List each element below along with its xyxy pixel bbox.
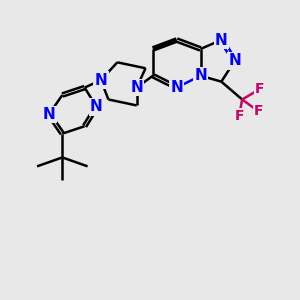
Text: N: N bbox=[215, 32, 228, 47]
Text: F: F bbox=[234, 109, 244, 123]
Text: N: N bbox=[94, 73, 107, 88]
Text: N: N bbox=[170, 80, 183, 95]
Text: N: N bbox=[90, 99, 103, 114]
Text: F: F bbox=[255, 82, 265, 96]
Text: F: F bbox=[254, 104, 263, 118]
Text: N: N bbox=[130, 80, 143, 95]
Text: N: N bbox=[43, 107, 55, 122]
Text: N: N bbox=[228, 53, 241, 68]
Text: N: N bbox=[194, 68, 207, 83]
